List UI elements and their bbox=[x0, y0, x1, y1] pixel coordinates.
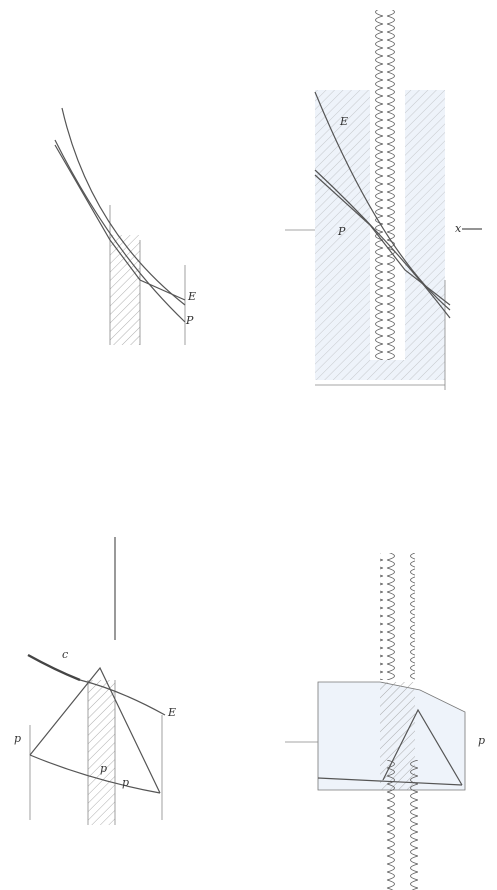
figure-top-right: E P x bbox=[285, 10, 482, 390]
label: p bbox=[100, 762, 107, 775]
figure-bottom-right: p bbox=[285, 553, 485, 890]
column-wave bbox=[383, 760, 418, 890]
label: E bbox=[339, 115, 348, 128]
hatched-strip bbox=[110, 235, 140, 345]
label: E bbox=[187, 290, 196, 303]
label: c bbox=[62, 648, 68, 661]
diagram-sheet: E P E P x c E p p p bbox=[0, 0, 497, 890]
figure-top-left: E P bbox=[55, 108, 196, 345]
column-wave bbox=[380, 553, 415, 680]
label: E bbox=[167, 706, 176, 719]
curve-c bbox=[28, 655, 80, 680]
label: P bbox=[185, 314, 194, 327]
column-wave bbox=[370, 10, 405, 360]
label: x bbox=[455, 222, 462, 235]
label: p bbox=[478, 734, 485, 747]
label: P bbox=[337, 225, 346, 238]
figure-bottom-left: c E p p p bbox=[14, 537, 176, 825]
label: p bbox=[14, 732, 21, 745]
label: p bbox=[122, 776, 129, 789]
hatched-strip bbox=[88, 680, 115, 825]
